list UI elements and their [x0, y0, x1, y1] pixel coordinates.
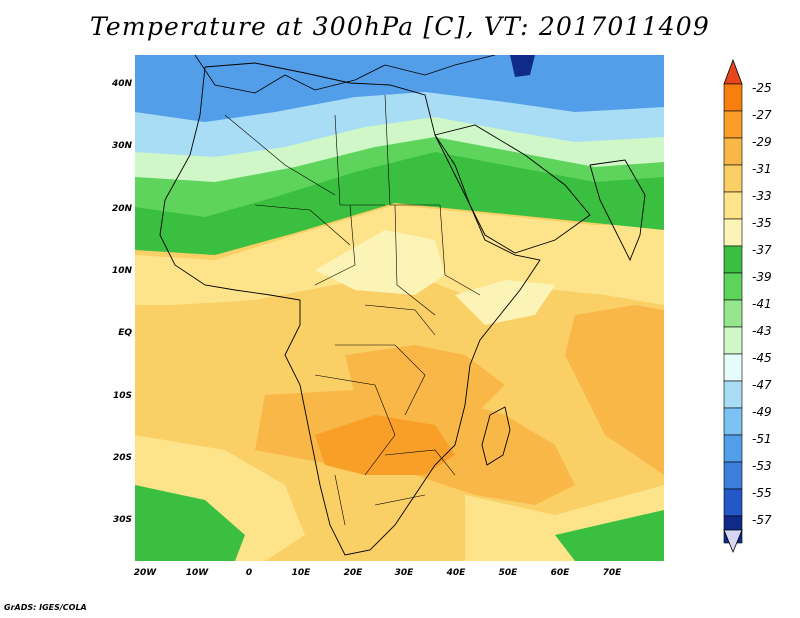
colorbar-label: -45 [752, 351, 772, 365]
lon-label: 20W [133, 568, 157, 578]
lat-label: 10S [112, 391, 132, 401]
colorbar-bottom-arrow [723, 529, 743, 554]
colorbar-label: -39 [752, 270, 772, 284]
colorbar-label: -41 [752, 297, 772, 311]
band-35-horn [455, 280, 555, 325]
lon-label: 40E [446, 568, 466, 578]
country-borders [224, 94, 481, 526]
colorbar-box [723, 218, 743, 247]
chart-title: Temperature at 300hPa [C], VT: 201701140… [90, 12, 710, 41]
lon-label: 70E [602, 568, 622, 578]
band-43-north [135, 115, 664, 182]
band-27-core [315, 415, 455, 475]
lon-label: 60E [550, 568, 570, 578]
lat-label: 20S [112, 453, 132, 463]
europe-outline [194, 55, 496, 94]
lat-label: 30N [111, 141, 132, 151]
lon-label: 10W [185, 568, 209, 578]
colorbar-top-arrow [723, 58, 743, 85]
madagascar-outline [481, 406, 511, 466]
band-35-sahel [315, 230, 445, 295]
colorbar-box [723, 299, 743, 328]
band-37-se [555, 510, 664, 561]
colorbar-label: -51 [752, 432, 772, 446]
band-51-north [135, 55, 664, 122]
lat-label: EQ [118, 328, 132, 338]
lon-label: 0 [245, 568, 253, 578]
colorbar-box [723, 110, 743, 139]
lat-label: 20N [111, 204, 132, 214]
colorbar-box [723, 434, 743, 463]
lon-label: 20E [343, 568, 363, 578]
band-47-north [135, 90, 664, 157]
colorbar-label: -43 [752, 324, 772, 338]
band-29-east [565, 305, 664, 475]
colorbar-box [723, 461, 743, 490]
colorbar-box [723, 380, 743, 409]
africa-coastline [159, 62, 541, 556]
lat-label: 10N [111, 266, 132, 276]
colorbar-box [723, 407, 743, 436]
colorbar [723, 58, 743, 554]
colorbar-box [723, 353, 743, 382]
temperature-map [135, 55, 664, 561]
lon-label: 50E [498, 568, 518, 578]
band-37-sw [135, 485, 245, 561]
colorbar-box [723, 245, 743, 274]
credit-text: GrADS: IGES/COLA [4, 603, 87, 612]
colorbar-label: -55 [752, 486, 772, 500]
colorbar-label: -57 [752, 513, 772, 527]
colorbar-label: -53 [752, 459, 772, 473]
colorbar-label: -29 [752, 135, 772, 149]
lat-label: 30S [112, 515, 132, 525]
colorbar-box [723, 326, 743, 355]
lat-label: 40N [111, 79, 132, 89]
colorbar-label: -47 [752, 378, 772, 392]
lon-label: 30E [394, 568, 414, 578]
colorbar-label: -49 [752, 405, 772, 419]
colorbar-label: -37 [752, 243, 772, 257]
colorbar-label: -27 [752, 108, 772, 122]
colorbar-box [723, 164, 743, 193]
band-37-north [135, 150, 664, 255]
colorbar-box [723, 137, 743, 166]
colorbar-label: -33 [752, 189, 772, 203]
colorbar-box [723, 191, 743, 220]
band-39-north [135, 135, 664, 217]
colorbar-box [723, 83, 743, 112]
lon-label: 10E [291, 568, 311, 578]
band-57-spot [510, 55, 535, 77]
india-outline [589, 159, 646, 262]
colorbar-box [723, 488, 743, 517]
colorbar-label: -31 [752, 162, 772, 176]
colorbar-label: -25 [752, 81, 772, 95]
arabia-outline [434, 124, 591, 254]
colorbar-label: -35 [752, 216, 772, 230]
colorbar-box [723, 272, 743, 301]
